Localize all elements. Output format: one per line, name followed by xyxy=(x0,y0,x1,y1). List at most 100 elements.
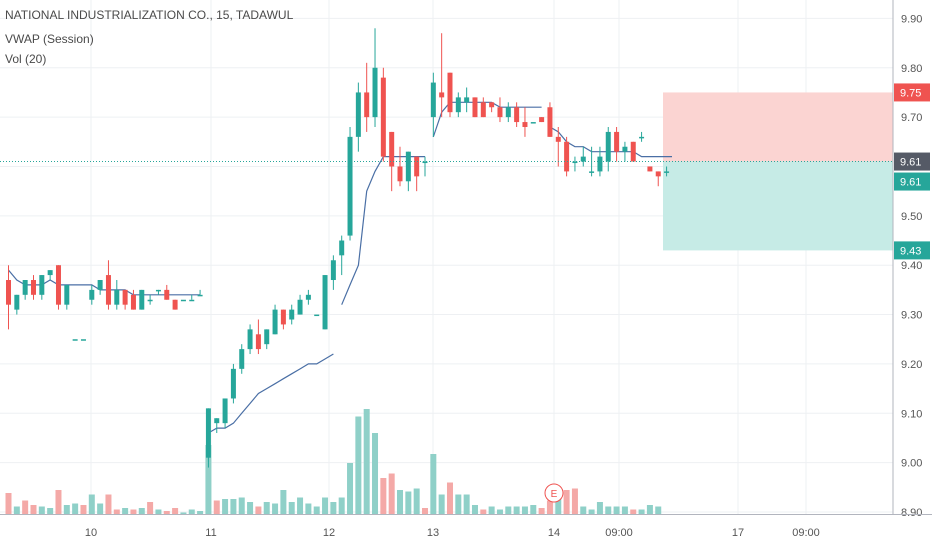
take-profit-zone xyxy=(663,161,893,251)
volume-bar xyxy=(230,499,237,514)
candle-body xyxy=(6,280,11,305)
candle-body xyxy=(530,122,536,124)
volume-bar xyxy=(255,506,262,514)
y-tick-label: 9.20 xyxy=(901,359,922,371)
target-price-label: 9.43 xyxy=(900,245,921,257)
x-tick-label: 14 xyxy=(548,527,560,539)
legend-vwap[interactable]: VWAP (Session) xyxy=(5,32,94,46)
volume-bar xyxy=(613,506,620,514)
y-tick-label: 9.70 xyxy=(901,112,922,124)
axes: 9.909.809.709.609.509.409.309.209.109.00… xyxy=(0,0,932,539)
volume-bar xyxy=(180,512,187,514)
candle-body xyxy=(347,136,353,236)
volume-bar xyxy=(238,497,245,514)
candle-body xyxy=(664,171,670,173)
volume-bar xyxy=(571,488,578,514)
volume-bar xyxy=(480,509,487,514)
x-tick-label: 17 xyxy=(732,527,744,539)
candle-body xyxy=(80,339,86,341)
legend-symbol[interactable]: NATIONAL INDUSTRIALIZATION CO., 15, TADA… xyxy=(5,8,294,22)
volume-bar xyxy=(655,506,662,514)
candle-body xyxy=(597,156,603,172)
stop-price-label: 9.75 xyxy=(900,87,921,99)
candle-body xyxy=(372,67,378,118)
current-price-label-bg xyxy=(894,172,930,191)
candle-body xyxy=(272,309,278,335)
candle-body xyxy=(247,329,253,350)
candle-body xyxy=(330,260,336,281)
volume-bar xyxy=(355,416,362,514)
volume-bar xyxy=(197,511,204,514)
volume-bar xyxy=(213,500,220,514)
volume-bar xyxy=(413,488,420,514)
candle-body xyxy=(522,122,528,127)
volume-bar xyxy=(155,509,162,514)
volume-bar xyxy=(55,490,62,514)
volume-bar xyxy=(72,503,79,514)
y-tick-label: 9.00 xyxy=(901,458,922,470)
volume-bar xyxy=(388,473,395,514)
volume-bar xyxy=(347,463,354,514)
volume-bar xyxy=(446,482,453,514)
candle-body xyxy=(339,240,345,256)
candle-body xyxy=(30,280,36,295)
volume-bar xyxy=(621,506,628,514)
candle-body xyxy=(89,289,95,300)
volume-bar xyxy=(205,445,212,514)
candle-body xyxy=(39,275,45,295)
candle-body xyxy=(189,299,195,302)
volume-bar xyxy=(380,478,387,514)
candle-body xyxy=(564,141,570,172)
candle-body xyxy=(214,418,220,424)
candle-body xyxy=(605,131,611,162)
volume-bar xyxy=(272,503,279,514)
volume-bar xyxy=(422,508,428,514)
candle-body xyxy=(505,107,511,118)
volume-bar xyxy=(530,505,537,514)
volume-bar xyxy=(555,499,562,514)
volume-bar xyxy=(13,506,20,514)
candle-body xyxy=(464,97,470,103)
position-zones xyxy=(663,92,893,251)
current-price-label: 9.61 xyxy=(900,177,921,189)
volume-bar xyxy=(247,502,254,514)
legend-volume[interactable]: Vol (20) xyxy=(5,52,47,66)
last-price-label-bg xyxy=(894,152,930,171)
candle-body xyxy=(414,156,420,177)
candle-body xyxy=(280,309,286,325)
volume-bar xyxy=(80,505,87,514)
candle-body xyxy=(472,97,478,118)
volume-bar xyxy=(138,508,145,514)
volume-bars xyxy=(5,409,662,514)
candle-body xyxy=(480,102,486,118)
candle-body xyxy=(164,289,170,300)
candle-body xyxy=(14,294,20,310)
candle-body xyxy=(105,275,111,305)
candle-body xyxy=(197,294,203,297)
candle-body xyxy=(139,289,145,310)
volume-bar xyxy=(438,494,445,514)
candle-body xyxy=(580,156,586,162)
candle-body xyxy=(230,368,236,399)
volume-bar xyxy=(646,505,653,514)
candle-body xyxy=(447,72,453,113)
volume-bar xyxy=(297,497,304,514)
volume-bar xyxy=(405,491,412,514)
y-tick-label: 9.80 xyxy=(901,63,922,75)
candle-body xyxy=(614,131,620,152)
volume-bar xyxy=(163,511,170,514)
candle-body xyxy=(405,151,411,182)
candle-body xyxy=(497,107,503,118)
candle-body xyxy=(355,92,361,137)
volume-bar xyxy=(88,494,95,514)
volume-bar xyxy=(188,509,195,514)
x-tick-label: 13 xyxy=(427,527,439,539)
candle-body xyxy=(64,284,70,305)
vwap-segment xyxy=(8,269,201,296)
candles xyxy=(6,28,670,468)
candle-body xyxy=(589,171,595,173)
candle-body xyxy=(289,309,295,320)
candle-body xyxy=(122,289,128,305)
